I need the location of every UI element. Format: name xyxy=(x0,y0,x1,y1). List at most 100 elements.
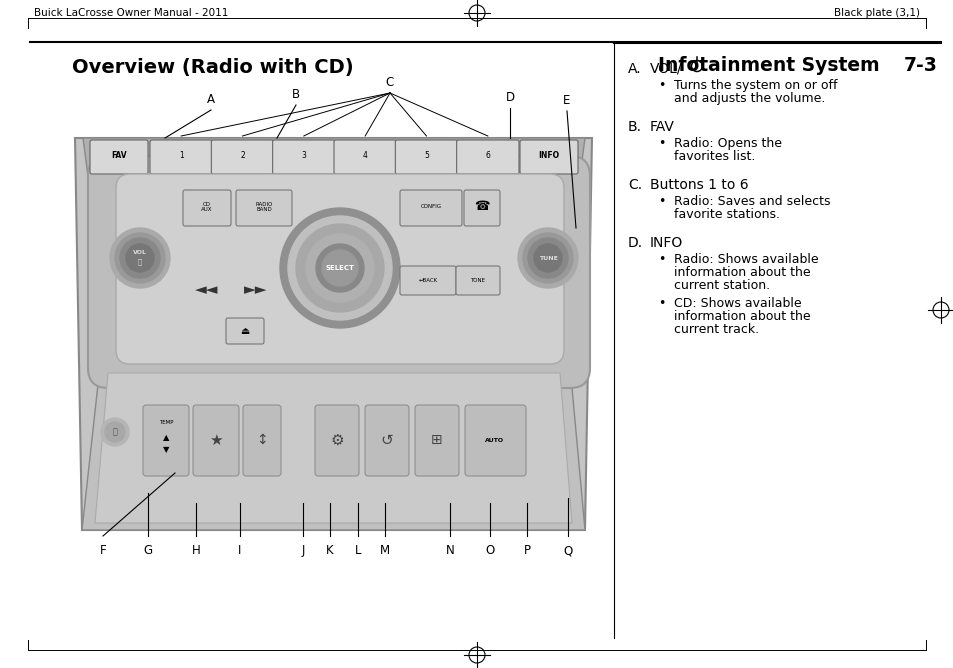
Text: ⏏: ⏏ xyxy=(240,326,250,336)
Text: K: K xyxy=(326,544,334,557)
FancyBboxPatch shape xyxy=(464,405,525,476)
FancyBboxPatch shape xyxy=(143,405,189,476)
Text: O: O xyxy=(485,544,494,557)
Text: ⊞: ⊞ xyxy=(431,433,442,447)
Text: F: F xyxy=(99,544,106,557)
Text: A.: A. xyxy=(627,62,641,76)
Text: TONE: TONE xyxy=(470,277,485,283)
Text: Infotainment System: Infotainment System xyxy=(658,56,879,75)
Text: ▼: ▼ xyxy=(163,446,169,454)
Text: ⚙: ⚙ xyxy=(330,432,343,448)
FancyBboxPatch shape xyxy=(193,405,239,476)
Text: TUNE: TUNE xyxy=(538,255,557,261)
Text: A: A xyxy=(207,93,214,106)
FancyBboxPatch shape xyxy=(116,174,563,364)
Text: C.: C. xyxy=(627,178,641,192)
Text: VOL: VOL xyxy=(132,250,147,255)
Polygon shape xyxy=(75,138,592,530)
FancyBboxPatch shape xyxy=(334,140,395,174)
Circle shape xyxy=(295,224,384,312)
Text: •: • xyxy=(658,195,664,208)
FancyBboxPatch shape xyxy=(226,318,264,344)
Text: INFO: INFO xyxy=(649,236,682,250)
Circle shape xyxy=(120,238,160,278)
Text: ⏻: ⏻ xyxy=(138,259,142,265)
Circle shape xyxy=(126,244,153,272)
Circle shape xyxy=(115,233,165,283)
Text: Radio: Saves and selects: Radio: Saves and selects xyxy=(673,195,830,208)
Text: CD: Shows available: CD: Shows available xyxy=(673,297,801,310)
Text: ★: ★ xyxy=(209,432,223,448)
Circle shape xyxy=(280,208,399,328)
Text: P: P xyxy=(523,544,530,557)
Text: J: J xyxy=(301,544,304,557)
Text: VOL/: VOL/ xyxy=(649,62,681,76)
FancyBboxPatch shape xyxy=(395,140,457,174)
Text: H: H xyxy=(192,544,200,557)
Polygon shape xyxy=(95,373,572,523)
Text: information about the: information about the xyxy=(673,266,810,279)
Circle shape xyxy=(315,244,364,292)
Text: Radio: Opens the: Radio: Opens the xyxy=(673,137,781,150)
Text: Overview (Radio with CD): Overview (Radio with CD) xyxy=(71,58,354,77)
Text: •: • xyxy=(658,253,664,266)
FancyBboxPatch shape xyxy=(463,190,499,226)
Text: 1: 1 xyxy=(178,152,183,160)
Text: favorite stations.: favorite stations. xyxy=(673,208,780,221)
Text: I: I xyxy=(238,544,241,557)
Text: CONFIG: CONFIG xyxy=(420,204,441,210)
Text: 4: 4 xyxy=(362,152,367,160)
Text: FAV: FAV xyxy=(112,152,127,160)
FancyBboxPatch shape xyxy=(399,266,456,295)
FancyBboxPatch shape xyxy=(88,156,589,388)
Text: ↺: ↺ xyxy=(380,432,393,448)
Text: L: L xyxy=(355,544,361,557)
FancyBboxPatch shape xyxy=(273,140,335,174)
Text: RADIO
BAND: RADIO BAND xyxy=(255,202,273,212)
Circle shape xyxy=(534,244,561,272)
FancyBboxPatch shape xyxy=(90,140,148,174)
Text: E: E xyxy=(562,94,570,107)
Text: •: • xyxy=(658,79,664,92)
Circle shape xyxy=(306,234,374,302)
Text: Radio: Shows available: Radio: Shows available xyxy=(673,253,818,266)
Text: information about the: information about the xyxy=(673,310,810,323)
FancyBboxPatch shape xyxy=(314,405,358,476)
Text: favorites list.: favorites list. xyxy=(673,150,755,163)
Circle shape xyxy=(105,422,125,442)
Text: D: D xyxy=(505,91,514,104)
Text: ▲: ▲ xyxy=(163,434,169,442)
Text: 7-3: 7-3 xyxy=(903,56,937,75)
FancyBboxPatch shape xyxy=(519,140,578,174)
Text: ↕: ↕ xyxy=(256,433,268,447)
Text: •: • xyxy=(658,297,664,310)
Text: 5: 5 xyxy=(424,152,429,160)
FancyBboxPatch shape xyxy=(150,140,213,174)
FancyBboxPatch shape xyxy=(243,405,281,476)
FancyBboxPatch shape xyxy=(456,266,499,295)
Text: ⏻: ⏻ xyxy=(112,428,117,436)
Text: G: G xyxy=(143,544,152,557)
Text: B.: B. xyxy=(627,120,641,134)
Text: INFO: INFO xyxy=(537,152,559,160)
Text: and adjusts the volume.: and adjusts the volume. xyxy=(673,92,824,105)
FancyBboxPatch shape xyxy=(183,190,231,226)
Text: ☎: ☎ xyxy=(474,200,489,214)
Text: 3: 3 xyxy=(301,152,306,160)
Text: N: N xyxy=(445,544,454,557)
Text: Q: Q xyxy=(563,544,572,557)
Text: •: • xyxy=(658,137,664,150)
Text: current track.: current track. xyxy=(673,323,759,336)
Text: M: M xyxy=(379,544,390,557)
FancyBboxPatch shape xyxy=(235,190,292,226)
FancyBboxPatch shape xyxy=(399,190,461,226)
FancyBboxPatch shape xyxy=(456,140,518,174)
Text: C: C xyxy=(385,76,394,89)
Text: AUTO: AUTO xyxy=(485,438,504,442)
Text: 6: 6 xyxy=(485,152,490,160)
Text: ◄◄: ◄◄ xyxy=(195,283,218,297)
Circle shape xyxy=(110,228,170,288)
Circle shape xyxy=(101,418,129,446)
Text: FAV: FAV xyxy=(649,120,674,134)
Polygon shape xyxy=(82,366,584,530)
